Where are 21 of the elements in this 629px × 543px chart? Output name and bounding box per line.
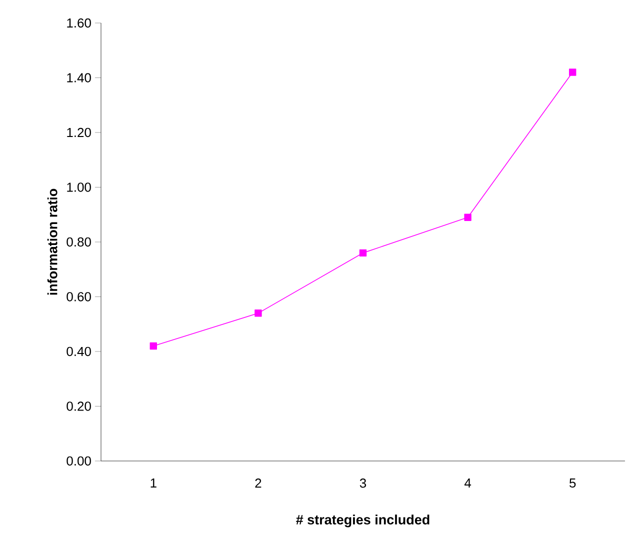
point	[150, 342, 158, 350]
y-tick-label: 1.60	[67, 18, 91, 28]
y-tick-label: 0.40	[66, 346, 91, 356]
y-tick-label: 0.80	[66, 237, 91, 247]
x-tick-label: 3	[360, 478, 366, 488]
x-tick-label: 5	[570, 478, 576, 488]
y-tick-label: 1.20	[67, 128, 91, 138]
x-axis-title: # strategies included	[296, 514, 430, 528]
point	[254, 310, 262, 317]
x-tick-label: 2	[255, 478, 262, 488]
y-tick-label: 0.60	[66, 292, 91, 302]
y-axis-title: information ratio	[47, 188, 58, 295]
y-tick-label: 1.00	[67, 182, 91, 192]
point	[568, 68, 576, 76]
y-tick-label: 0.20	[66, 402, 91, 411]
point	[464, 214, 472, 221]
x-tick-label: 1	[150, 478, 156, 488]
y-tick-label: 0.00	[66, 456, 91, 466]
y-tick-label: 1.40	[67, 73, 91, 82]
x-tick-label: 4	[464, 478, 472, 488]
point	[359, 249, 367, 257]
